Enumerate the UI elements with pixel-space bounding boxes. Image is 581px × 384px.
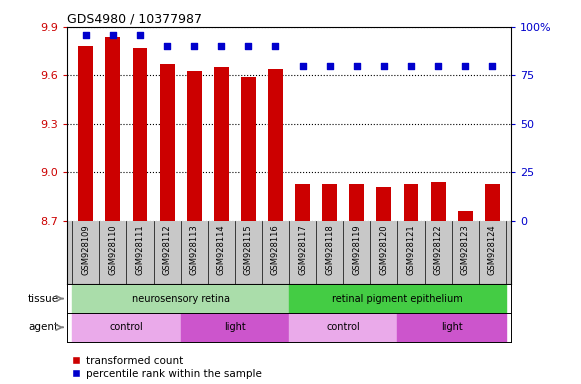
Text: GDS4980 / 10377987: GDS4980 / 10377987	[67, 13, 202, 26]
Point	[325, 63, 334, 69]
Bar	[160, 64, 174, 221]
Point	[163, 43, 172, 50]
Text: GSM928123: GSM928123	[461, 224, 469, 275]
Bar	[187, 71, 202, 221]
Bar	[132, 48, 148, 221]
Point	[135, 31, 145, 38]
Bar	[431, 182, 446, 221]
Bar	[105, 36, 120, 221]
Text: tissue: tissue	[27, 293, 59, 304]
Point	[487, 63, 497, 69]
Text: GSM928114: GSM928114	[217, 224, 226, 275]
Text: GSM928110: GSM928110	[109, 224, 117, 275]
Bar	[268, 69, 283, 221]
Bar	[214, 67, 229, 221]
Bar	[289, 284, 506, 313]
Bar	[289, 313, 397, 342]
Bar	[72, 313, 181, 342]
Point	[461, 63, 470, 69]
Text: GSM928122: GSM928122	[433, 224, 443, 275]
Text: GSM928116: GSM928116	[271, 224, 280, 275]
Bar	[485, 184, 500, 221]
Point	[433, 63, 443, 69]
Point	[352, 63, 361, 69]
Bar	[322, 184, 337, 221]
Bar	[78, 46, 93, 221]
Text: GSM928112: GSM928112	[163, 224, 171, 275]
Point	[217, 43, 226, 50]
Bar	[349, 184, 364, 221]
Text: GSM928117: GSM928117	[298, 224, 307, 275]
Legend: transformed count, percentile rank within the sample: transformed count, percentile rank withi…	[72, 356, 261, 379]
Point	[271, 43, 280, 50]
Point	[81, 31, 91, 38]
Text: retinal pigment epithelium: retinal pigment epithelium	[332, 293, 463, 304]
Bar	[181, 313, 289, 342]
Bar	[458, 211, 473, 221]
Bar	[241, 77, 256, 221]
Text: GSM928111: GSM928111	[135, 224, 145, 275]
Point	[298, 63, 307, 69]
Bar	[72, 284, 289, 313]
Text: GSM928115: GSM928115	[244, 224, 253, 275]
Bar	[397, 313, 506, 342]
Point	[379, 63, 389, 69]
Text: GSM928124: GSM928124	[488, 224, 497, 275]
Text: control: control	[327, 322, 360, 333]
Bar	[295, 184, 310, 221]
Bar	[404, 184, 418, 221]
Text: GSM928113: GSM928113	[189, 224, 199, 275]
Text: GSM928119: GSM928119	[352, 224, 361, 275]
Text: control: control	[110, 322, 144, 333]
Bar	[376, 187, 392, 221]
Text: GSM928120: GSM928120	[379, 224, 389, 275]
Point	[108, 31, 117, 38]
Point	[189, 43, 199, 50]
Text: GSM928121: GSM928121	[407, 224, 415, 275]
Point	[244, 43, 253, 50]
Text: neurosensory retina: neurosensory retina	[132, 293, 229, 304]
Text: light: light	[224, 322, 246, 333]
Point	[406, 63, 415, 69]
Text: light: light	[441, 322, 462, 333]
Text: agent: agent	[28, 322, 59, 333]
Text: GSM928118: GSM928118	[325, 224, 334, 275]
Text: GSM928109: GSM928109	[81, 224, 90, 275]
